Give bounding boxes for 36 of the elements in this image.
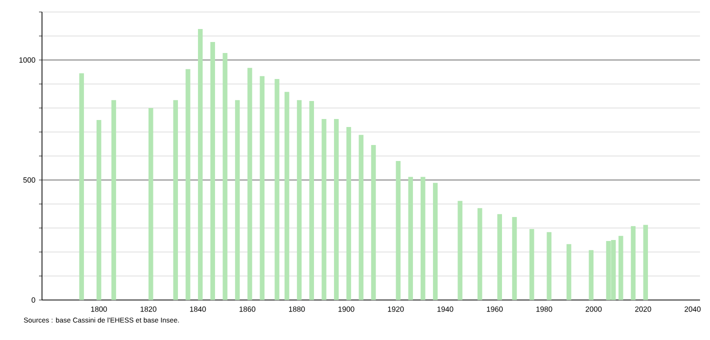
- bar: [630, 226, 636, 300]
- bar: [111, 100, 116, 300]
- bar: [198, 29, 203, 300]
- bar: [274, 78, 280, 300]
- bar: [79, 73, 84, 300]
- bar: [458, 200, 462, 300]
- bar: [546, 232, 552, 300]
- bar: [512, 216, 517, 300]
- bar: [235, 100, 240, 300]
- bar: [346, 126, 352, 300]
- bar: [334, 119, 339, 300]
- bar: [210, 42, 216, 300]
- bar: [247, 68, 252, 300]
- bar: [432, 182, 438, 300]
- bar: [222, 53, 228, 300]
- bar: [588, 250, 594, 300]
- bar: [497, 214, 502, 300]
- bar: [173, 100, 178, 300]
- bar: [566, 244, 572, 300]
- bar: [148, 108, 154, 300]
- bar: [186, 69, 190, 300]
- bar: [96, 120, 102, 300]
- bar: [643, 224, 648, 300]
- bar: [284, 92, 290, 300]
- bar: [260, 76, 265, 300]
- bar: [322, 119, 326, 300]
- bar: [358, 134, 364, 300]
- bar: [408, 176, 413, 300]
- bar: [309, 101, 314, 300]
- bar: [296, 100, 302, 300]
- bar: [477, 208, 482, 300]
- bar: [618, 236, 624, 300]
- bar: [371, 144, 376, 300]
- bar: [396, 161, 401, 300]
- bar: [529, 228, 534, 300]
- bar: [420, 176, 426, 300]
